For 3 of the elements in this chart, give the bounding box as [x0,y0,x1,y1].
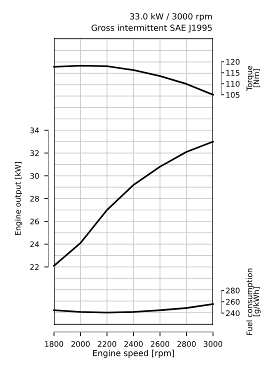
chart-subtitle: Gross intermittent SAE J1995 [92,24,212,32]
chart-title: 33.0 kW / 3000 rpm [130,13,212,22]
x-axis-title: Engine speed [rpm] [93,350,174,358]
